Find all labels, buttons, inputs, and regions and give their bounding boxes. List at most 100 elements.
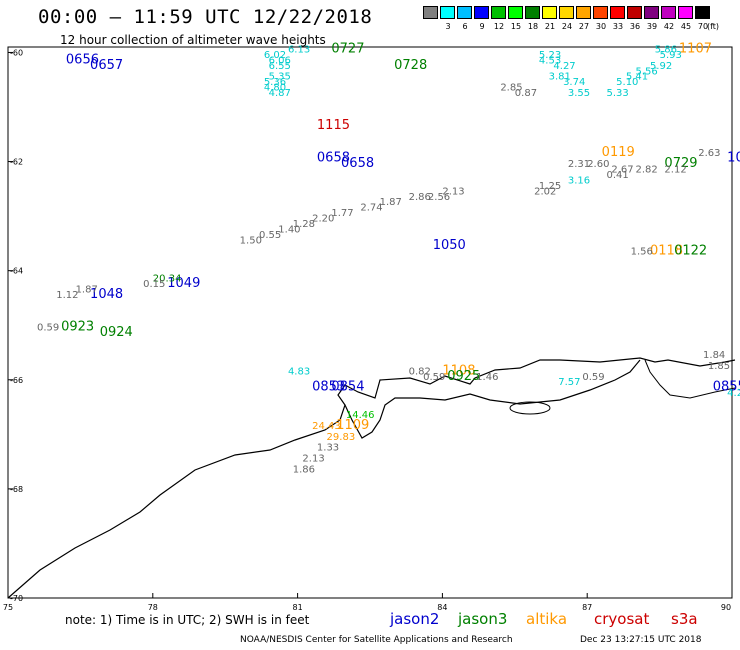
- pass-time-label: 0656: [66, 52, 99, 67]
- map-subtitle: 12 hour collection of altimeter wave hei…: [60, 33, 326, 47]
- pass-time-label: 0855: [713, 380, 740, 395]
- scale-label: 3: [445, 22, 451, 31]
- lat-tick-label: -64: [10, 267, 23, 276]
- wave-height-label: 0.41: [607, 170, 629, 181]
- lon-tick-label: 87: [582, 603, 592, 612]
- pass-time-label: 0729: [664, 156, 697, 171]
- satellite-legend-cryosat: cryosat: [594, 610, 650, 628]
- wave-height-label: 4.27: [553, 61, 575, 72]
- wave-height-label: 2.56: [428, 192, 450, 203]
- scale-label: 33: [612, 22, 624, 31]
- scale-swatch: [576, 6, 591, 19]
- scale-swatch: [423, 6, 438, 19]
- wave-height-label: 2.86: [409, 192, 431, 203]
- scale-label: 9: [479, 22, 485, 31]
- lat-tick-label: -62: [10, 158, 23, 167]
- wave-height-label: 14.46: [346, 410, 375, 421]
- wave-height-label: 1.87: [76, 284, 98, 295]
- scale-swatch: [525, 6, 540, 19]
- lon-tick-label: 78: [148, 603, 158, 612]
- wave-height-label: 0.59: [37, 323, 59, 334]
- scale-label: 15: [510, 22, 522, 31]
- wave-height-label: 5.93: [660, 50, 682, 61]
- wave-height-label: 2.13: [302, 454, 324, 465]
- pass-time-label: 0853: [312, 380, 345, 395]
- wave-height-label: 3.55: [568, 88, 590, 99]
- wave-height-label: 2.31: [568, 159, 590, 170]
- wave-height-label: 2.12: [664, 164, 686, 175]
- ice-shelf-outline: [344, 359, 641, 439]
- wave-height-label: 24.43: [312, 421, 341, 432]
- wave-height-label: 1.84: [703, 350, 725, 361]
- pass-time-label: 0728: [394, 58, 427, 73]
- wave-height-label: 5.36: [264, 77, 286, 88]
- scale-label: 21: [544, 22, 556, 31]
- wave-height-label: 2.60: [587, 159, 609, 170]
- scale-label: 27: [578, 22, 590, 31]
- scale-swatch: [644, 6, 659, 19]
- scale-swatch: [491, 6, 506, 19]
- scale-label: 30: [595, 22, 607, 31]
- scale-swatch: [440, 6, 455, 19]
- island-outline: [509, 401, 551, 415]
- wave-height-label: 6.06: [269, 55, 291, 66]
- lat-tick-label: -68: [10, 485, 23, 494]
- wave-height-label: 20.34: [153, 274, 182, 285]
- plot-border: [7, 46, 733, 599]
- wave-height-label: 0.55: [259, 230, 281, 241]
- wave-height-label: 0.82: [409, 366, 431, 377]
- wave-height-label: 5.23: [539, 50, 561, 61]
- wave-height-label: 1.40: [278, 224, 300, 235]
- scale-label: 24: [561, 22, 573, 31]
- lat-tick-label: -66: [10, 376, 23, 385]
- lon-tick-label: 90: [721, 603, 731, 612]
- pass-time-label: 0658: [317, 151, 350, 166]
- scale-label: 42: [663, 22, 675, 31]
- wave-height-label: 1.46: [476, 372, 498, 383]
- wave-height-label: 6.13: [288, 44, 310, 55]
- glacier-outline: [644, 359, 736, 399]
- pass-time-label: 1051: [727, 151, 740, 166]
- scale-swatch: [678, 6, 693, 19]
- timestamp: Dec 23 13:27:15 UTC 2018: [580, 635, 702, 645]
- scale-label: 6: [462, 22, 468, 31]
- wave-height-label: 6.55: [269, 61, 291, 72]
- wave-height-label: 7.57: [558, 377, 580, 388]
- lon-tick-label: 84: [437, 603, 447, 612]
- scale-swatch: [661, 6, 676, 19]
- pass-time-label: 0658: [341, 156, 374, 171]
- credit-line: NOAA/NESDIS Center for Satellite Applica…: [240, 635, 513, 645]
- scale-label: 12: [493, 22, 505, 31]
- pass-time-label: 1109: [336, 418, 369, 433]
- wave-height-label: 2.85: [500, 83, 522, 94]
- wave-height-label: 5.86: [655, 44, 677, 55]
- wave-height-label: 5.92: [650, 61, 672, 72]
- satellite-legend-s3a: s3a: [671, 610, 698, 628]
- pass-time-label: 0122: [674, 243, 707, 258]
- pass-time-label: 1048: [90, 287, 123, 302]
- wave-height-label: 6.02: [264, 50, 286, 61]
- scale-swatch: [695, 6, 710, 19]
- antarctic-coastline: [7, 357, 736, 599]
- wave-height-label: 0.59: [582, 372, 604, 383]
- pass-time-label: 0727: [331, 41, 364, 56]
- wave-height-label: 2.13: [442, 186, 464, 197]
- scale-swatch: [474, 6, 489, 19]
- wave-height-label: 4.87: [269, 88, 291, 99]
- scale-swatch: [610, 6, 625, 19]
- scale-swatch: [559, 6, 574, 19]
- wave-height-label: 5.41: [626, 72, 648, 83]
- wave-height-label: 3.81: [549, 72, 571, 83]
- wave-height-label: 5.33: [607, 88, 629, 99]
- scale-label: 18: [527, 22, 539, 31]
- satellite-legend-altika: altika: [526, 610, 568, 628]
- wave-height-label: 2.63: [698, 148, 720, 159]
- pass-time-label: 1050: [433, 238, 466, 253]
- wave-height-label: 1.33: [317, 443, 339, 454]
- satellite-legend-jason2: jason2: [390, 610, 440, 628]
- wave-height-label: 2.02: [534, 186, 556, 197]
- scale-swatch: [542, 6, 557, 19]
- pass-time-label: 1108: [442, 363, 475, 378]
- wave-height-label: 4.53: [539, 55, 561, 66]
